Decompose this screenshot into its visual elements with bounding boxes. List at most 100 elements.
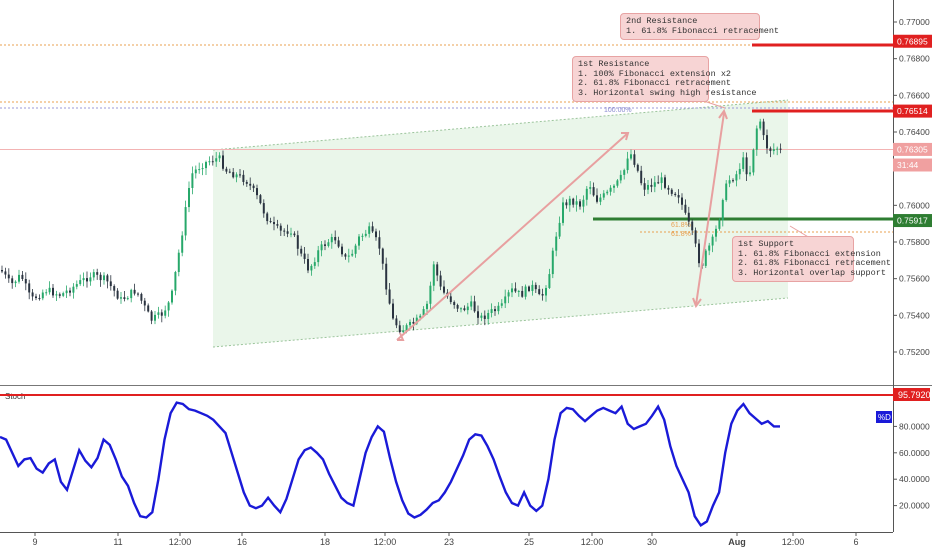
candle-body — [762, 121, 765, 136]
candle-body — [307, 259, 309, 271]
candle-body — [572, 198, 575, 205]
price-tag-label: 0.76895 — [897, 36, 928, 46]
candle-body — [28, 283, 31, 293]
stoch-tick-label: 20.0000 — [899, 501, 930, 511]
candle-body — [72, 286, 75, 293]
candle-body — [341, 246, 343, 255]
candle-body — [694, 230, 697, 244]
candle-body — [562, 202, 564, 223]
candle-body — [228, 171, 231, 173]
price-tick-label: 0.76000 — [899, 200, 930, 210]
candle-body — [732, 180, 734, 182]
stoch-axis[interactable]: 80.0000 60.0000 40.0000 20.0000 — [893, 421, 930, 511]
stoch-legend-tag — [876, 411, 892, 423]
candle-body — [62, 293, 65, 296]
candle-body — [198, 169, 201, 171]
candle-body — [188, 187, 190, 208]
time-tick-label: 23 — [444, 537, 454, 547]
candle-body — [395, 318, 398, 326]
candle-body — [330, 236, 333, 243]
time-axis[interactable]: 9 11 12:00 16 18 12:00 23 25 12:00 30 Aug 12:00 6 — [32, 532, 859, 547]
stoch-title: Stoch — [5, 392, 25, 401]
candle-body — [358, 236, 360, 246]
candle-body — [283, 230, 286, 232]
candle-body — [640, 170, 643, 184]
time-tick-label: 30 — [647, 537, 657, 547]
candle-body — [137, 293, 139, 295]
candle-body — [194, 169, 197, 174]
candle-body — [647, 184, 649, 190]
candle-body — [449, 296, 452, 303]
time-tick-label: 16 — [237, 537, 247, 547]
candle-body — [657, 182, 660, 184]
candle-body — [11, 278, 14, 284]
stoch-legend-text: %D — [878, 413, 891, 422]
candle-body — [354, 245, 357, 254]
price-tags: 0.76895 0.76514 0.76305 31:44 0.75917 — [893, 34, 932, 228]
candle-body — [351, 253, 354, 256]
candle-body — [613, 185, 615, 188]
note-first-resistance-line-3: 3. Horizontal swing high resistance — [578, 87, 757, 98]
candle-body — [548, 274, 551, 288]
stoch-value-tag-text: 95.7920 — [898, 390, 931, 400]
candle-body — [35, 296, 37, 299]
candle-body — [589, 187, 592, 189]
candle-body — [38, 298, 41, 300]
candle-body — [443, 286, 445, 293]
candle-body — [232, 172, 235, 178]
candle-body — [422, 309, 425, 316]
price-tick-label: 0.76800 — [899, 54, 930, 64]
note-first-support: 1st Support 1. 61.8% Fibonacci extension… — [732, 236, 891, 282]
candle-body — [52, 287, 54, 296]
candle-body — [290, 233, 292, 235]
arrow-head-2 — [718, 108, 728, 120]
candle-body — [667, 187, 670, 190]
time-tick-label: 12:00 — [581, 537, 604, 547]
candle-body — [735, 174, 738, 181]
candle-body — [7, 274, 10, 279]
candle-body — [596, 195, 598, 202]
candle-body — [487, 312, 490, 319]
candle-body — [419, 315, 422, 318]
candle-body — [704, 250, 707, 266]
candle-body — [752, 149, 755, 173]
candle-body — [320, 244, 323, 251]
candle-body — [133, 289, 136, 294]
candle-body — [303, 253, 306, 260]
candle-body — [239, 174, 241, 176]
time-tick-label: 9 — [32, 537, 37, 547]
candle-body — [511, 288, 513, 293]
candle-body — [157, 312, 160, 315]
candle-body — [86, 278, 88, 282]
candle-body — [388, 289, 391, 304]
candle-body — [517, 290, 520, 292]
price-tag — [893, 214, 932, 228]
price-axis[interactable]: 0.770000.768000.766000.764000.762000.760… — [893, 17, 930, 357]
candle-body — [242, 174, 245, 182]
candle-body — [470, 301, 473, 307]
candle-body — [745, 157, 748, 175]
candle-body — [738, 168, 741, 175]
candle-body — [324, 244, 326, 246]
fib-label-618-a: 61.8% — [671, 222, 691, 229]
candle-body — [721, 200, 724, 221]
candle-body — [99, 274, 102, 281]
candle-body — [480, 315, 483, 318]
candle-body — [630, 154, 632, 159]
candle-body — [599, 197, 602, 202]
candle-body — [160, 312, 163, 316]
candle-body — [150, 311, 153, 321]
candle-body — [130, 289, 133, 299]
note-first-support-line-1: 1. 61.8% Fibonacci extension — [738, 248, 881, 259]
candle-body — [681, 197, 683, 205]
candle-body — [310, 265, 313, 271]
candle-body — [201, 168, 204, 170]
arrow-head-1 — [621, 132, 630, 141]
note-first-support-title: 1st Support — [738, 239, 795, 249]
candle-body — [749, 172, 751, 175]
candle-body — [327, 242, 330, 246]
candle-body — [708, 245, 711, 251]
candle-body — [494, 309, 496, 312]
